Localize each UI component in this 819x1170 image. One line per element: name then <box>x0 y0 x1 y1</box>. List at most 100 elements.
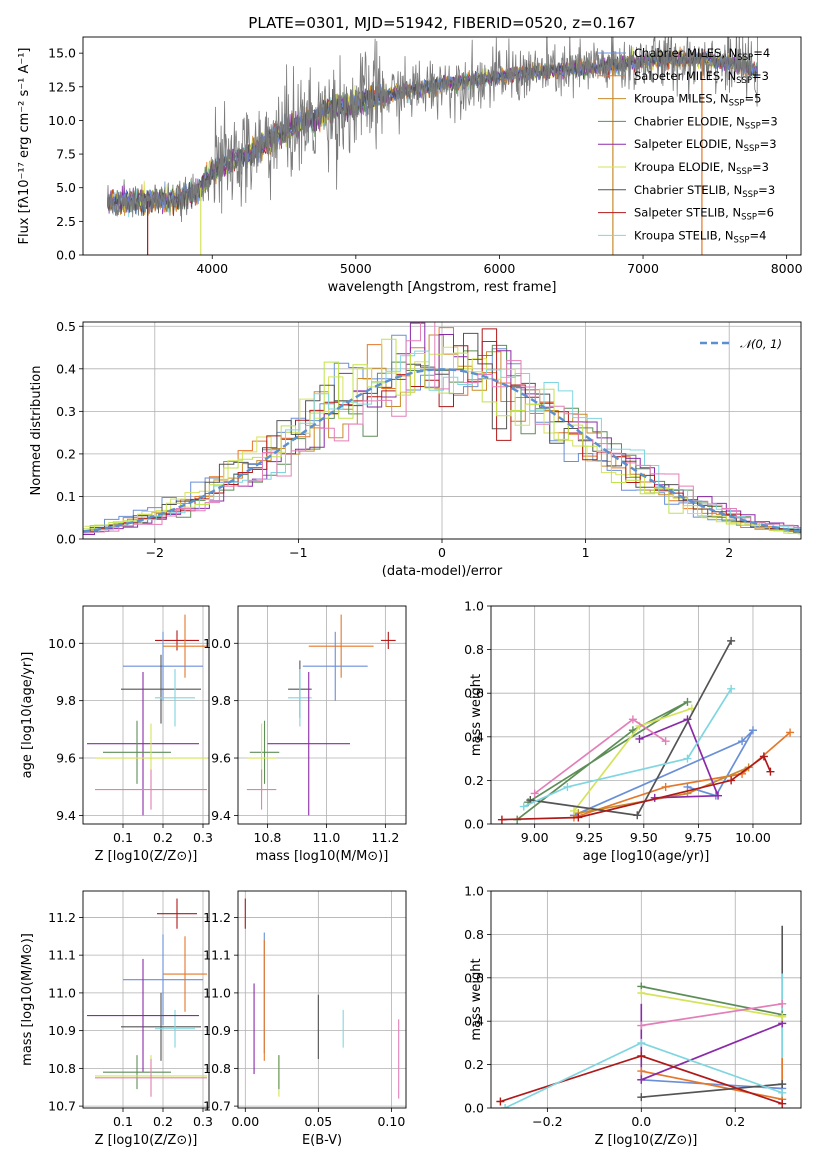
weight-marker <box>635 734 644 743</box>
errorbar-point <box>249 720 280 784</box>
legend-entry: Kroupa MILES, NSSP=5 <box>634 92 761 109</box>
weight-marker <box>727 636 736 645</box>
weight-marker <box>727 776 736 785</box>
weight-marker <box>738 737 747 746</box>
weight-marker <box>637 1021 646 1030</box>
x-tick-label: −2 <box>146 545 164 560</box>
weight-marker <box>778 1088 787 1097</box>
y-tick-label: 11.1 <box>48 948 76 963</box>
y-tick-label: 11.1 <box>203 948 231 963</box>
weight-series-line <box>641 1002 783 1027</box>
ticks: −0.2 0.0 0.2 0.0 0.2 0.4 0.6 0.8 1.0 <box>464 884 745 1130</box>
errorbar-point <box>288 669 312 727</box>
axes-frame <box>82 890 210 1109</box>
x-tick-label: 10.00 <box>735 830 771 845</box>
plot-area <box>244 898 400 1099</box>
errorbar-point <box>87 671 199 816</box>
x-tick-label: 9.25 <box>575 830 603 845</box>
y-tick-label: 10.0 <box>203 636 231 651</box>
y-tick-label: 5.0 <box>56 180 76 195</box>
x-tick-label: −0.2 <box>532 1114 562 1129</box>
plot-area <box>107 37 758 255</box>
y-tick-label: 10.7 <box>48 1099 76 1114</box>
y-axis-label: mass weight <box>469 958 484 1040</box>
y-tick-label: 0.2 <box>464 773 484 788</box>
ticks: 4000 5000 6000 7000 8000 0.0 2.5 5.0 7.5 10.0 12.5… <box>48 46 802 276</box>
residual-histogram <box>84 334 801 532</box>
weight-marker <box>637 988 646 997</box>
y-tick-label: 0.3 <box>56 404 76 419</box>
y-tick-label: 0.6 <box>464 970 484 985</box>
residuals-panel: −2 −1 0 1 2 0.0 0.1 0.2 0.3 0.4 0.5 (data-model)/er… <box>29 319 802 579</box>
axes-frame <box>82 605 210 825</box>
y-tick-label: 1.0 <box>464 884 484 899</box>
axes-frame <box>82 36 802 256</box>
y-tick-label: 9.8 <box>56 693 76 708</box>
weight-marker <box>628 715 637 724</box>
x-axis-label: age [log10(age/yr)] <box>583 849 710 864</box>
ticks: 10.8 11.0 11.2 9.4 9.6 9.8 10.0 <box>203 636 399 845</box>
y-tick-label: 9.4 <box>56 808 76 823</box>
plot-area <box>497 636 795 824</box>
x-tick-label: 9.50 <box>630 830 658 845</box>
x-axis-label: (data-model)/error <box>382 564 503 579</box>
y-axis-label: mass [log10(M/M⊙)] <box>20 933 35 1066</box>
weight-marker <box>786 728 795 737</box>
weight-marker <box>727 684 736 693</box>
axes-frame <box>237 890 407 1109</box>
y-tick-label: 10.0 <box>48 113 76 128</box>
errorbar-point <box>121 654 201 724</box>
x-tick-label: 0.2 <box>153 1114 173 1129</box>
x-tick-label: 7000 <box>627 261 659 276</box>
weight-marker <box>778 1012 787 1021</box>
spectrum-panel: 4000 5000 6000 7000 8000 0.0 2.5 5.0 7.5 10.0 12.5… <box>17 14 803 295</box>
x-axis-label: Z [log10(Z/Z⊙)] <box>95 1133 198 1148</box>
weight-series-line <box>640 1022 783 1081</box>
x-tick-label: 6000 <box>484 261 516 276</box>
weight-marker <box>497 815 506 824</box>
x-axis-label: Z [log10(Z/Z⊙)] <box>595 1133 698 1148</box>
errorbar-point <box>163 936 207 1012</box>
weight-marker <box>637 1067 646 1076</box>
errorbar-point <box>123 631 203 701</box>
errorbar-point <box>121 992 201 1061</box>
legend: 𝒩(0, 1) <box>700 337 782 351</box>
gridlines <box>491 890 801 1109</box>
y-tick-label: 0.0 <box>56 248 76 263</box>
weight-marker <box>661 737 670 746</box>
y-tick-label: 0.6 <box>464 686 484 701</box>
y-tick-label: 0.0 <box>56 532 76 547</box>
x-tick-label: 0.00 <box>231 1114 259 1129</box>
x-tick-label: 0.10 <box>377 1114 405 1129</box>
weight-series-line <box>641 985 783 1016</box>
ticks: 0.00 0.05 0.10 10.7 10.8 10.9 11.0 11.1 11.2 <box>203 910 405 1129</box>
observed-spectrum <box>107 37 758 223</box>
y-tick-label: 11.0 <box>48 985 76 1000</box>
legend-entry: Salpeter STELIB, NSSP=6 <box>634 206 774 223</box>
x-tick-label: 0.3 <box>193 830 213 845</box>
y-tick-label: 0.5 <box>56 319 76 334</box>
y-tick-label: 2.5 <box>56 214 76 229</box>
weight-marker <box>519 802 528 811</box>
weight-marker <box>766 767 775 776</box>
x-tick-label: 0.1 <box>113 830 133 845</box>
weight_vs_Z-panel: −0.2 0.0 0.2 0.0 0.2 0.4 0.6 0.8 1.0 Z [log10(Z/Z… <box>464 884 802 1148</box>
legend-entry: Kroupa STELIB, NSSP=4 <box>634 228 766 245</box>
x-tick-label: 9.00 <box>521 830 549 845</box>
axes-frame <box>82 321 802 540</box>
weight-marker <box>569 806 578 815</box>
legend-entry: Chabrier STELIB, NSSP=3 <box>634 183 775 200</box>
x-tick-label: 0 <box>438 545 446 560</box>
ticks: 9.00 9.25 9.50 9.75 10.00 0.0 0.2 0.4 0.6 0.8 1.0 <box>464 599 771 846</box>
x-tick-label: 0.2 <box>153 830 173 845</box>
weight-marker <box>563 782 572 791</box>
y-tick-label: 10.9 <box>203 1023 231 1038</box>
plot-area <box>83 322 801 535</box>
y-tick-label: 15.0 <box>48 46 76 61</box>
errorbar-point <box>95 769 207 810</box>
x-tick-label: 8000 <box>771 261 803 276</box>
errorbar-point <box>246 769 277 810</box>
y-tick-label: 11.2 <box>48 910 76 925</box>
residual-histogram <box>83 322 801 534</box>
